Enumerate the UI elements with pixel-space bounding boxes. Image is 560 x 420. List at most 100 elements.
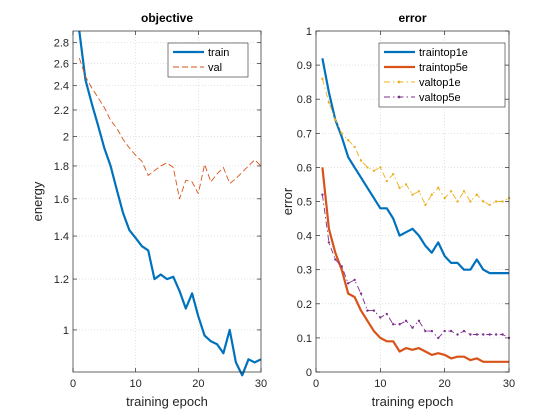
legend-box xyxy=(167,42,249,78)
data-point-valtop1e xyxy=(494,200,498,203)
data-point-valtop5e xyxy=(424,329,427,333)
x-tick-label: 10 xyxy=(130,378,142,390)
y-tick-label: 2 xyxy=(63,132,69,144)
data-point-valtop1e xyxy=(404,183,408,186)
x-tick-label: 20 xyxy=(439,378,451,390)
data-point-valtop1e xyxy=(340,132,343,135)
y-tick-label: 1 xyxy=(306,26,312,38)
data-point-valtop1e xyxy=(398,186,401,190)
data-point-valtop1e xyxy=(321,77,324,80)
data-point-valtop5e xyxy=(404,319,408,323)
data-point-valtop1e xyxy=(417,190,421,193)
legend-label: train xyxy=(208,47,229,59)
data-point-valtop5e xyxy=(372,309,376,312)
x-tick-label: 0 xyxy=(313,378,319,390)
data-point-valtop5e xyxy=(469,333,472,336)
legend-marker-valtop1e xyxy=(397,80,401,84)
series-line-train xyxy=(78,30,262,377)
x-tick-label: 10 xyxy=(374,378,386,390)
data-point-valtop1e xyxy=(379,166,382,169)
y-tick-label: 1.6 xyxy=(54,194,69,206)
x-tick-label: 20 xyxy=(192,378,204,390)
data-point-valtop5e xyxy=(398,323,401,326)
chart-title: objective xyxy=(141,11,193,25)
series-line-val xyxy=(78,57,262,200)
y-tick-label: 1 xyxy=(63,325,69,337)
data-point-valtop5e xyxy=(321,193,324,196)
data-point-valtop5e xyxy=(334,258,337,261)
legend-label: valtop5e xyxy=(419,92,461,104)
data-point-valtop1e xyxy=(359,159,363,162)
y-tick-label: 0.1 xyxy=(297,333,312,345)
axes-box xyxy=(72,30,262,373)
data-point-valtop5e xyxy=(449,329,453,333)
y-tick-label: 1.8 xyxy=(54,161,69,173)
data-point-valtop5e xyxy=(482,333,485,336)
data-point-valtop5e xyxy=(346,282,350,285)
legend: train val xyxy=(167,42,249,78)
y-tick-label: 2.4 xyxy=(54,81,69,93)
y-tick-label: 2.8 xyxy=(54,38,69,50)
y-tick-label: 0.4 xyxy=(297,231,312,243)
x-axis-label: training epoch xyxy=(126,394,208,409)
data-point-valtop5e xyxy=(488,333,491,336)
y-tick-label: 0.7 xyxy=(297,128,312,140)
data-point-valtop1e xyxy=(469,200,472,203)
data-point-valtop5e xyxy=(430,329,433,333)
data-point-valtop1e xyxy=(372,169,376,173)
series-line-traintop5e xyxy=(321,167,509,363)
data-point-valtop1e xyxy=(501,200,504,203)
y-tick-label: 0.8 xyxy=(297,94,312,106)
y-tick-label: 1.4 xyxy=(54,231,69,243)
data-point-valtop5e xyxy=(385,312,388,316)
data-point-valtop1e xyxy=(449,190,453,193)
data-point-valtop1e xyxy=(327,101,331,104)
data-point-valtop5e xyxy=(359,292,363,295)
data-point-valtop5e xyxy=(340,265,343,268)
plot-area xyxy=(73,31,261,372)
data-point-valtop5e xyxy=(475,333,479,336)
legend-label: traintop5e xyxy=(419,62,468,74)
data-point-valtop5e xyxy=(379,316,382,319)
data-point-valtop1e xyxy=(346,138,350,142)
y-axis-label: energy xyxy=(30,181,45,221)
y-tick-label: 0.5 xyxy=(297,197,312,209)
data-point-valtop1e xyxy=(475,193,479,196)
data-point-valtop1e xyxy=(462,190,466,193)
data-point-valtop5e xyxy=(494,333,498,336)
legend-label: val xyxy=(208,62,222,74)
data-point-valtop1e xyxy=(424,203,427,207)
data-point-valtop5e xyxy=(443,329,446,333)
data-point-valtop1e xyxy=(334,118,337,121)
x-tick-label: 0 xyxy=(70,378,76,390)
data-point-valtop5e xyxy=(462,329,466,333)
data-point-valtop1e xyxy=(443,196,446,200)
legend-label: traintop1e xyxy=(419,47,468,59)
data-point-valtop5e xyxy=(366,309,369,312)
legend-label: valtop1e xyxy=(419,77,461,89)
y-tick-label: 0.2 xyxy=(297,299,312,311)
data-point-valtop1e xyxy=(430,193,433,196)
y-tick-label: 0 xyxy=(306,367,312,379)
data-point-valtop1e xyxy=(366,166,369,169)
legend-marker-valtop5e xyxy=(397,95,401,99)
data-point-valtop1e xyxy=(353,145,356,149)
data-point-valtop5e xyxy=(353,278,356,282)
x-tick-label: 30 xyxy=(255,378,267,390)
data-point-valtop5e xyxy=(417,319,421,323)
data-point-valtop1e xyxy=(488,203,491,207)
y-tick-label: 1.2 xyxy=(54,274,69,286)
y-tick-label: 2.6 xyxy=(54,58,69,70)
data-point-valtop5e xyxy=(501,333,504,336)
chart-title: error xyxy=(398,11,426,25)
chart-error: 0 10 20 30 0 0.1 0.2 0.3 0.4 0.5 0.6 0.7 0.8 0.9 1 erro… xyxy=(280,11,515,409)
data-point-valtop5e xyxy=(411,326,414,329)
data-point-valtop1e xyxy=(392,173,395,176)
chart-objective: 0 10 20 30 1 1.2 1.4 1.6 1.8 2 2.2 2.4 2.6 2.8 objecti… xyxy=(30,11,267,409)
data-point-valtop1e xyxy=(385,179,388,183)
data-point-valtop5e xyxy=(456,333,459,336)
data-point-valtop5e xyxy=(437,336,440,340)
legend: traintop1e traintop5e valtop1e valtop5e xyxy=(378,42,506,108)
y-axis-label: error xyxy=(280,187,295,215)
